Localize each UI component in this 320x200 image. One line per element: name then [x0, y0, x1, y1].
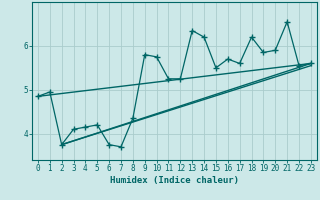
X-axis label: Humidex (Indice chaleur): Humidex (Indice chaleur) — [110, 176, 239, 185]
